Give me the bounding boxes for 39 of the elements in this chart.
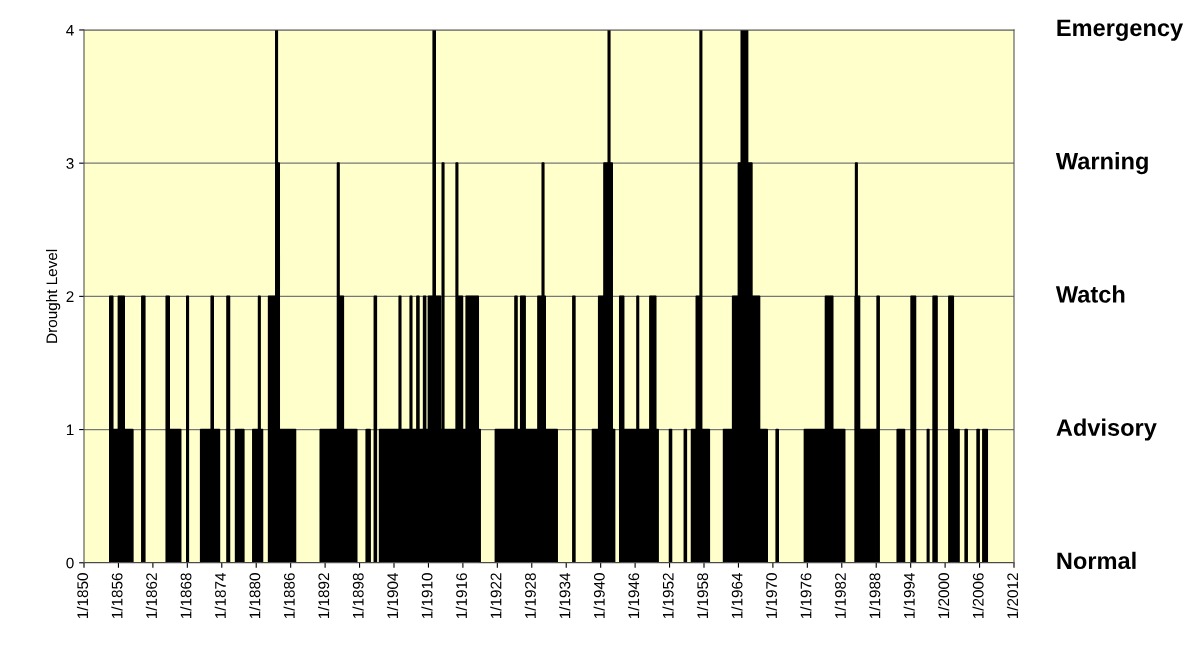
- x-tick-label: 1/1880: [249, 573, 261, 619]
- x-tick-label: 1/1862: [145, 573, 157, 619]
- x-tick-label: 1/2012: [1006, 573, 1019, 619]
- y-tick-label: 4: [66, 25, 74, 36]
- x-tick-label: 1/1928: [524, 573, 536, 619]
- x-tick-label: 1/1994: [903, 572, 915, 619]
- x-tick-label: 1/1982: [834, 573, 846, 619]
- x-tick-label: 1/1964: [731, 572, 743, 619]
- y-axis-title: Drought Level: [45, 249, 61, 343]
- y-tick-label: 0: [66, 557, 74, 569]
- x-tick-label: 1/1952: [662, 573, 674, 619]
- x-tick-label: 1/1970: [765, 573, 777, 619]
- x-tick-label: 1/2006: [972, 573, 984, 619]
- text: Warning: [1055, 152, 1148, 175]
- x-tick-label: 1/1874: [214, 572, 226, 619]
- x-tick-label: 1/1856: [111, 573, 123, 619]
- x-tick-label: 1/1892: [317, 573, 330, 619]
- text: Watch: [1055, 285, 1125, 303]
- y-tick-label: 3: [66, 158, 74, 169]
- x-tick-label: 1/1910: [421, 573, 433, 619]
- text: Normal: [1057, 551, 1136, 570]
- x-tick-label: 1/1946: [627, 573, 640, 619]
- x-tick-label: 1/1976: [800, 573, 812, 619]
- x-tick-label: 1/1904: [386, 572, 399, 619]
- x-tick-label: 1/1958: [696, 573, 709, 619]
- text: Emergency: [1057, 19, 1184, 41]
- x-tick-label: 1/1940: [593, 573, 605, 619]
- y-tick-label: 1: [66, 424, 74, 436]
- x-tick-label: 1/1916: [455, 573, 467, 619]
- x-tick-label: 1/1922: [490, 573, 502, 619]
- x-tick-label: 1/1988: [869, 573, 881, 619]
- x-tick-label: 1/1886: [283, 573, 295, 619]
- y-tick-label: 2: [66, 291, 74, 302]
- x-tick-label: 1/2000: [937, 573, 950, 619]
- x-tick-label: 1/1850: [76, 573, 89, 619]
- x-tick-label: 1/1868: [180, 573, 192, 619]
- x-tick-label: 1/1898: [352, 573, 364, 619]
- text: Advisory: [1056, 418, 1157, 441]
- x-tick-label: 1/1934: [559, 572, 571, 619]
